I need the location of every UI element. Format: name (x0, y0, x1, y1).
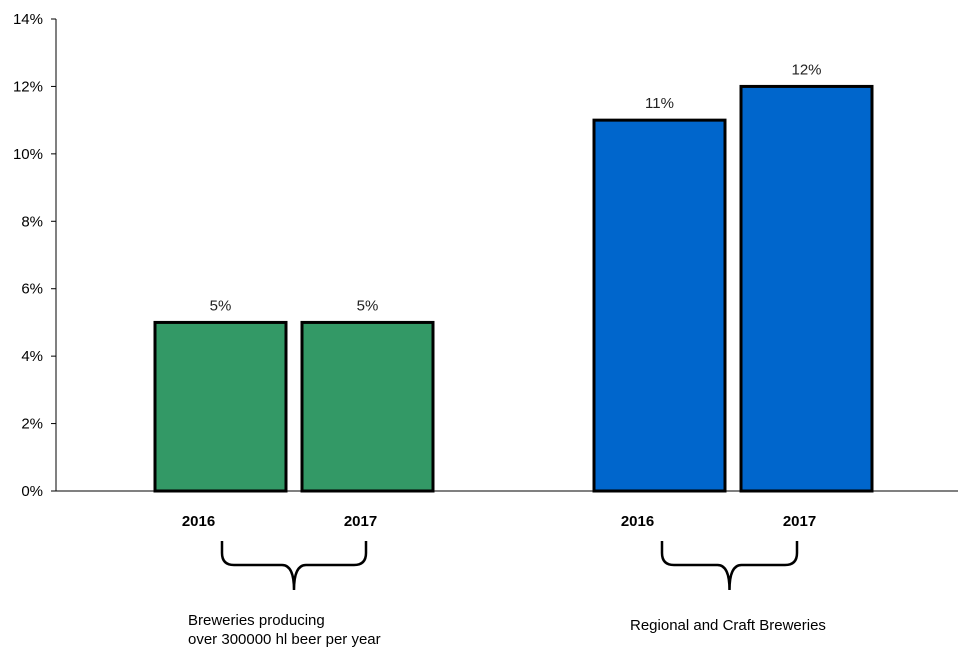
y-tick-label: 6% (21, 281, 43, 298)
data-label: 12% (791, 61, 821, 78)
group-label-regional-craft: Regional and Craft Breweries (630, 616, 826, 635)
group-label-line: Breweries producing (188, 612, 325, 629)
y-tick-label: 12% (13, 78, 43, 95)
bars (153, 84, 874, 493)
labels: 5% 2016 5% 2017 11% 2016 12% 2017 (182, 61, 822, 530)
bar-1-2017 (739, 84, 874, 493)
category-label: 2016 (621, 513, 654, 530)
group-label-line: Regional and Craft Breweries (630, 617, 826, 634)
y-tick-label: 8% (21, 213, 43, 230)
y-tick-label: 2% (21, 416, 43, 433)
group-brace (220, 541, 368, 591)
y-tick-label: 4% (21, 348, 43, 365)
category-label: 2017 (344, 513, 377, 530)
group-braces (220, 541, 799, 591)
bar-1-2016 (592, 118, 727, 493)
bar-0-2016 (153, 320, 288, 493)
data-label: 5% (357, 297, 379, 314)
data-label: 5% (210, 297, 232, 314)
y-tick-label: 10% (13, 146, 43, 163)
y-tick-label: 14% (13, 11, 43, 28)
data-label: 11% (645, 95, 674, 112)
category-label: 2017 (783, 513, 816, 530)
category-label: 2016 (182, 513, 215, 530)
y-tick-label: 0% (21, 483, 43, 500)
bar-0-2017 (300, 320, 435, 493)
group-brace (660, 541, 799, 591)
group-label-line: over 300000 hl beer per year (188, 631, 381, 648)
group-label-breweries-producing: Breweries producing over 300000 hl beer … (188, 611, 381, 649)
